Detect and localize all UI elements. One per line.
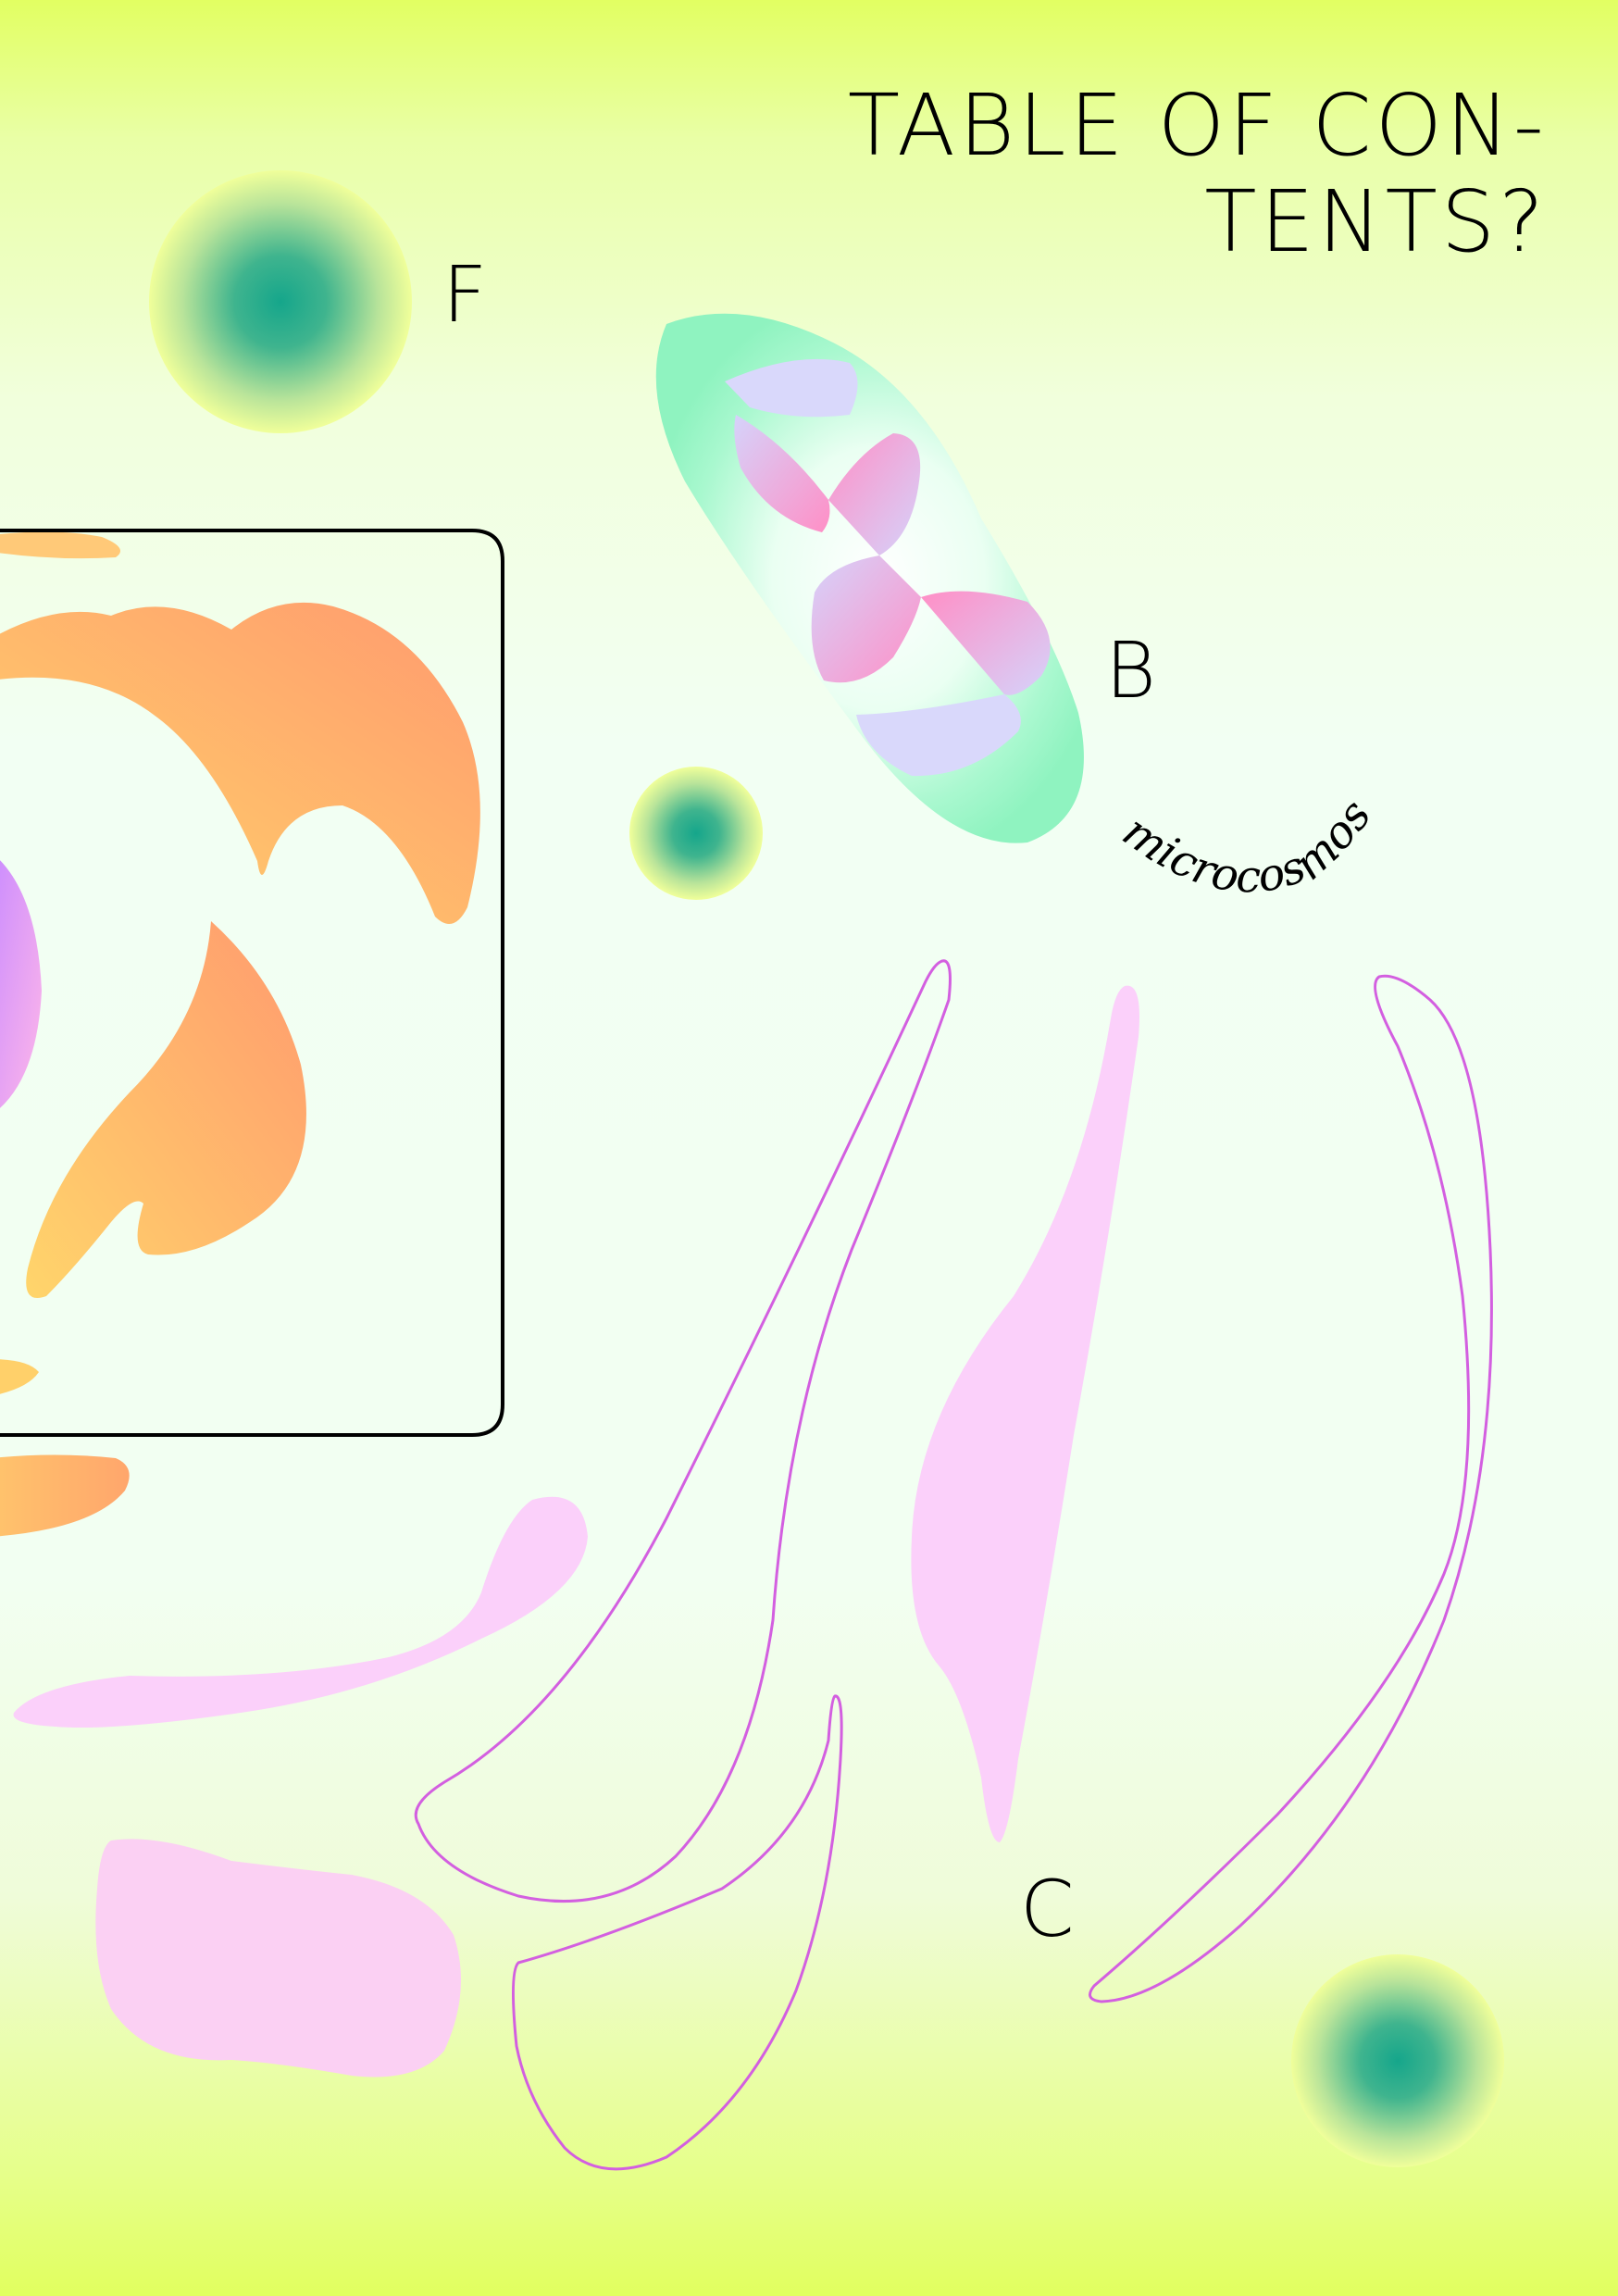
title-line-2: TENTS?: [1204, 172, 1548, 271]
content-frame: [0, 529, 504, 1437]
title-line-1: TABLE OF CON-: [847, 76, 1548, 175]
petal-center-upper: [828, 433, 921, 555]
orange-blob-bottom-edge: [0, 1454, 130, 1537]
petal-center-lower: [811, 555, 921, 683]
pink-tadpole-shape: [13, 1496, 588, 1728]
orange-flame-shape: [26, 921, 306, 1298]
orb-top-left: [149, 170, 412, 433]
orb-bottom-right: [1291, 1954, 1504, 2167]
curved-word-path: microcosmos: [1114, 790, 1382, 903]
orb-small-middle: [629, 767, 763, 900]
pink-rounded-blob: [95, 1839, 461, 2078]
orange-crest-shape: [0, 602, 480, 924]
outline-hook-loop: [511, 1694, 843, 2171]
marker-letter-f: F: [442, 249, 488, 340]
orange-blob-top-edge: [0, 531, 120, 559]
petal-lilac-bottom: [856, 694, 1021, 777]
petal-left: [734, 415, 830, 532]
curved-word: microcosmos: [1114, 790, 1382, 903]
petal-right: [921, 591, 1051, 695]
orange-sliver: [0, 1359, 39, 1396]
outline-long-loop: [414, 959, 952, 1903]
violet-half-disc: [0, 852, 42, 1116]
outline-right-loop: [1089, 974, 1493, 2003]
petal-lilac-top: [725, 358, 858, 418]
marker-letter-c: C: [1020, 1864, 1075, 1954]
marker-letter-b: B: [1105, 625, 1157, 716]
page-title: TABLE OF CON- TENTS?: [848, 78, 1548, 270]
pink-spike-shape: [911, 985, 1139, 1842]
